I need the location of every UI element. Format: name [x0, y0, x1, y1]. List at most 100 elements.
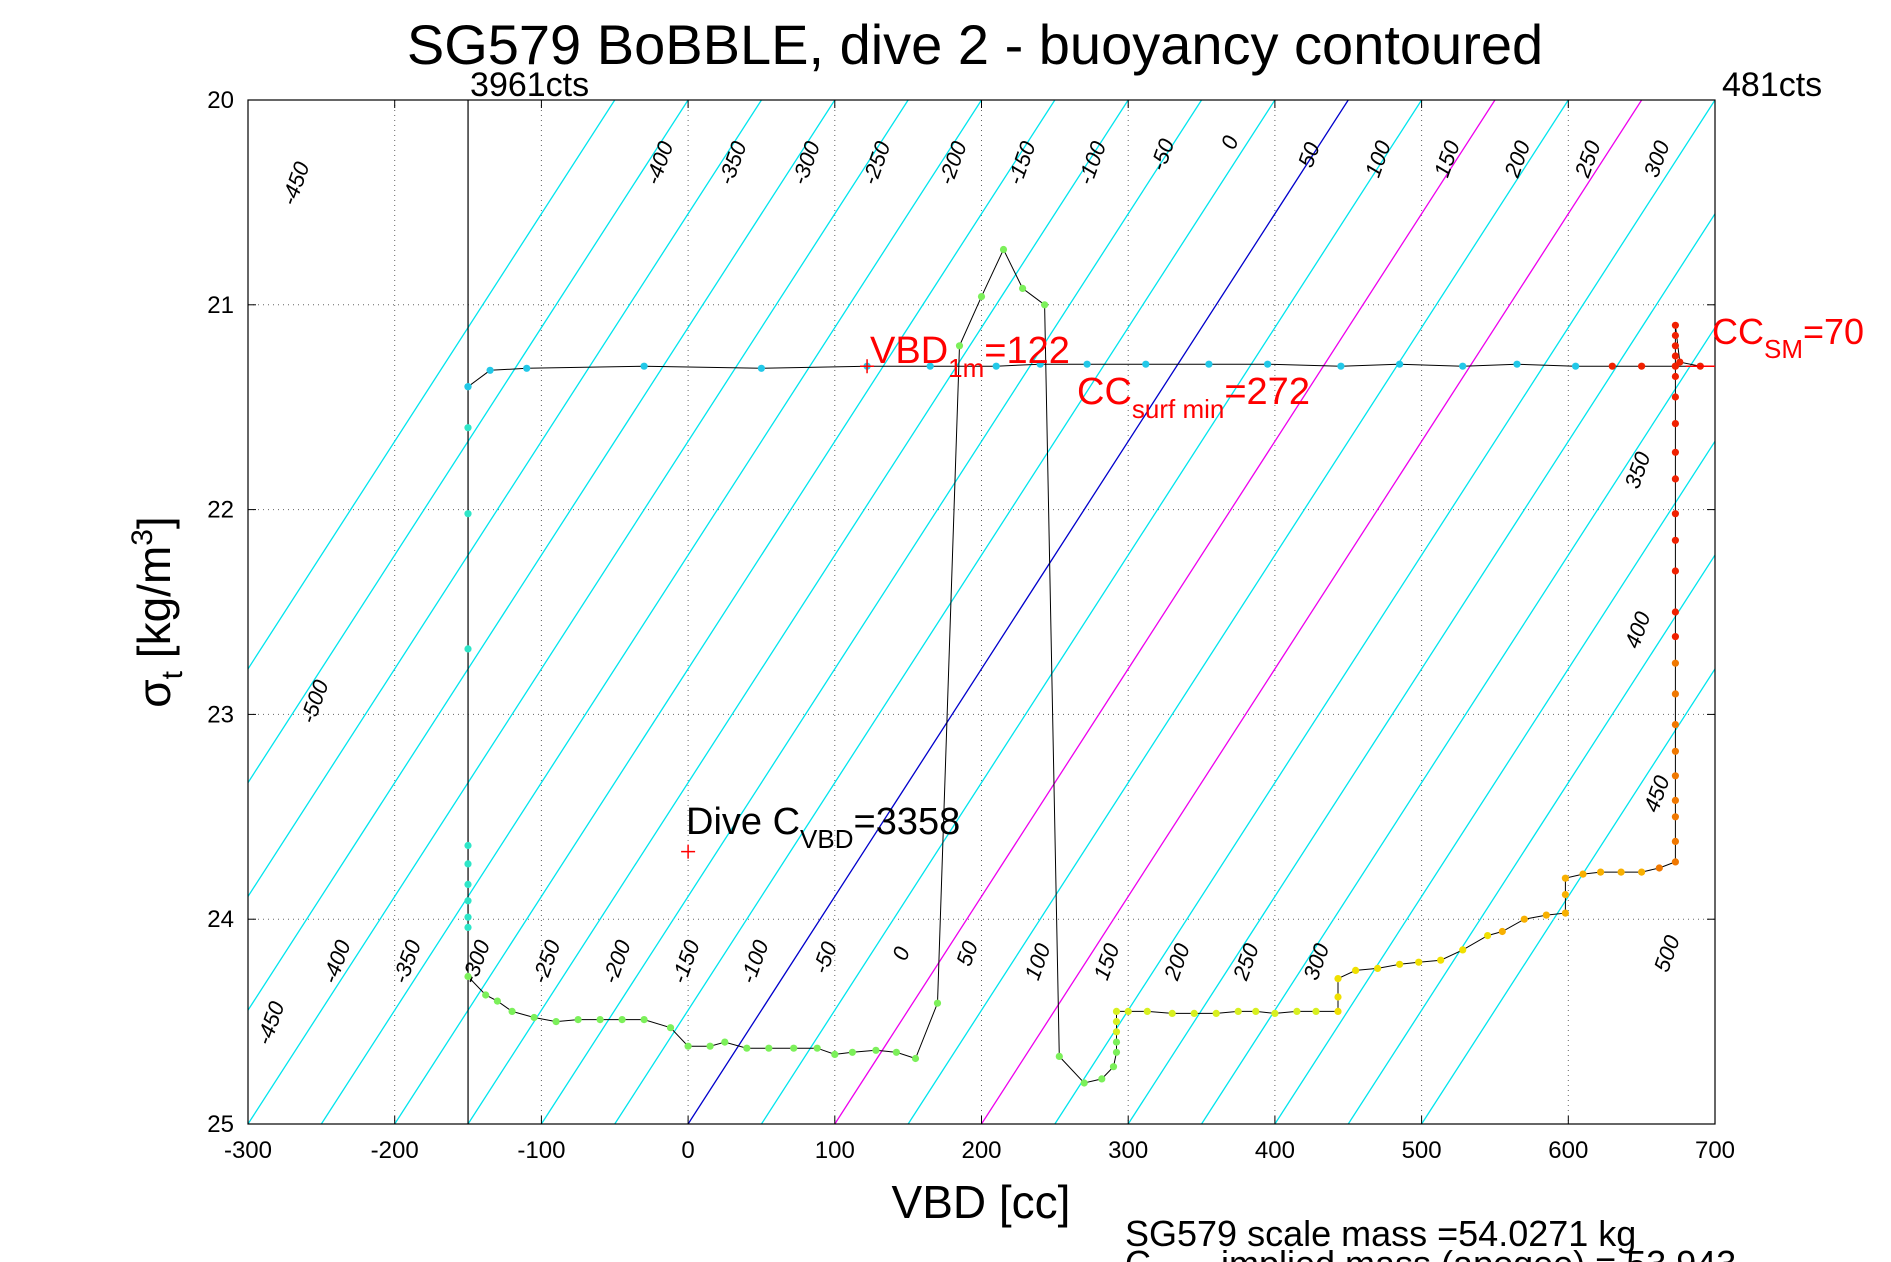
chart-title: SG579 BoBBLE, dive 2 - buoyancy contoure…: [407, 13, 1543, 76]
trace-point: [1542, 911, 1550, 919]
contour-label: 150: [1429, 137, 1465, 181]
trace-point: [1124, 1007, 1132, 1016]
contour-line: [320, 100, 983, 1124]
trace-point: [1112, 1028, 1121, 1036]
contour-line: [1347, 553, 1715, 1124]
trace-point: [1396, 360, 1404, 368]
trace-point: [464, 841, 472, 850]
contour-label: -250: [527, 936, 566, 987]
contour-line: [834, 100, 1496, 1124]
trace-point: [1271, 1009, 1279, 1018]
contour-line: [248, 100, 616, 671]
trace-point: [640, 362, 648, 370]
trace-point: [1352, 966, 1360, 975]
contour-label: 400: [1620, 608, 1656, 652]
trace-point: [1143, 1007, 1151, 1016]
limit-label: 481cts: [1722, 66, 1822, 104]
trace-point: [1334, 1007, 1342, 1016]
contour-line: [394, 100, 1056, 1124]
svg-text:σt [kg/m3]: σt [kg/m3]: [126, 516, 189, 707]
trace-point: [486, 366, 494, 374]
trace-point: [508, 1007, 516, 1016]
trace-point: [757, 364, 766, 372]
y-axis-symbol: σ: [128, 679, 180, 707]
contour-label: -150: [666, 936, 705, 987]
trace-point: [552, 1018, 560, 1026]
trace-point: [1036, 360, 1044, 368]
contour-line: [980, 100, 1643, 1124]
x-axis-label: VBD [cc]: [892, 1176, 1071, 1228]
trace-point: [1671, 321, 1679, 329]
trace-point: [618, 1016, 626, 1024]
contour-label: -150: [1002, 137, 1041, 188]
contour-label: -300: [456, 936, 495, 987]
contour-line: [248, 100, 762, 898]
trace-point: [926, 362, 934, 370]
trace-point: [1638, 362, 1646, 370]
annotation-markers: [681, 359, 1715, 859]
trace-point: [1671, 837, 1679, 846]
trace-point: [1080, 1079, 1088, 1087]
scale-mass-text: SG579 scale mass =54.0271 kg: [1125, 1213, 1636, 1254]
contour-labels: -450 -400 -350 -300 -250 -200 -150 -100 -50 0 50 10…: [251, 132, 1685, 1048]
trace-point: [892, 1048, 901, 1056]
cc-surf-min-annotation: CCsurf min=272: [1077, 371, 1310, 424]
trace-point: [464, 913, 472, 921]
trace-point: [464, 424, 472, 432]
contour-label: -350: [387, 936, 426, 987]
trace-point: [1671, 475, 1679, 483]
y-axis-subscript: t: [156, 670, 189, 679]
dive-trace: [464, 245, 1704, 1087]
contour-label: -400: [317, 936, 356, 987]
trace-point: [765, 1044, 773, 1052]
trace-point: [1374, 964, 1382, 973]
contour-label: 50: [951, 937, 983, 969]
contour-label: 250: [1227, 939, 1264, 984]
trace-point: [1671, 747, 1679, 755]
trace-point: [1520, 915, 1528, 923]
trace-point: [1671, 659, 1679, 667]
trace-point: [992, 362, 1000, 370]
trace-point: [530, 1013, 538, 1022]
trace-point: [1396, 960, 1404, 968]
contour-label: 300: [1298, 939, 1334, 983]
contour-line: [248, 100, 689, 784]
trace-point: [743, 1044, 751, 1052]
contour-line: [248, 100, 836, 1012]
trace-point: [1655, 864, 1663, 872]
trace-point: [464, 972, 472, 981]
trace-point: [1190, 1009, 1198, 1018]
y-tick-label: 20: [207, 87, 234, 114]
trace-point: [1234, 1007, 1242, 1016]
trace-point: [596, 1016, 604, 1024]
trace-point: [1561, 874, 1569, 882]
y-tick-label: 25: [207, 1111, 234, 1138]
y-tick-label: 21: [207, 292, 234, 319]
dive-cvbd-annotation: Dive CVBD=3358: [686, 801, 960, 854]
trace-point: [1168, 1009, 1176, 1018]
trace-point: [1055, 1052, 1063, 1060]
contour-line: [907, 100, 1569, 1124]
trace-point: [1142, 360, 1150, 368]
contour-label: 100: [1020, 939, 1056, 983]
trace-point: [1671, 536, 1679, 544]
contour-line: [614, 100, 1276, 1124]
trace-point: [464, 860, 472, 868]
axes: -300 -200 -100 0 100 200 300 400 500 600 700202122…: [207, 87, 1735, 1164]
trace-point: [1608, 362, 1616, 370]
x-tick-label: 300: [1108, 1137, 1148, 1164]
trace-point: [1671, 420, 1679, 428]
contour-label: -100: [1073, 137, 1112, 188]
contour-label: 100: [1360, 137, 1396, 181]
trace-point: [1671, 372, 1679, 381]
trace-point: [640, 1016, 648, 1024]
contour-label: -200: [597, 936, 636, 987]
trace-point: [1671, 772, 1679, 780]
contour-line: [248, 100, 909, 1124]
trace-point: [1638, 868, 1646, 876]
trace-point: [1617, 868, 1625, 876]
trace-point: [831, 1050, 839, 1058]
trace-point: [482, 991, 490, 999]
trace-point: [1098, 1075, 1106, 1083]
